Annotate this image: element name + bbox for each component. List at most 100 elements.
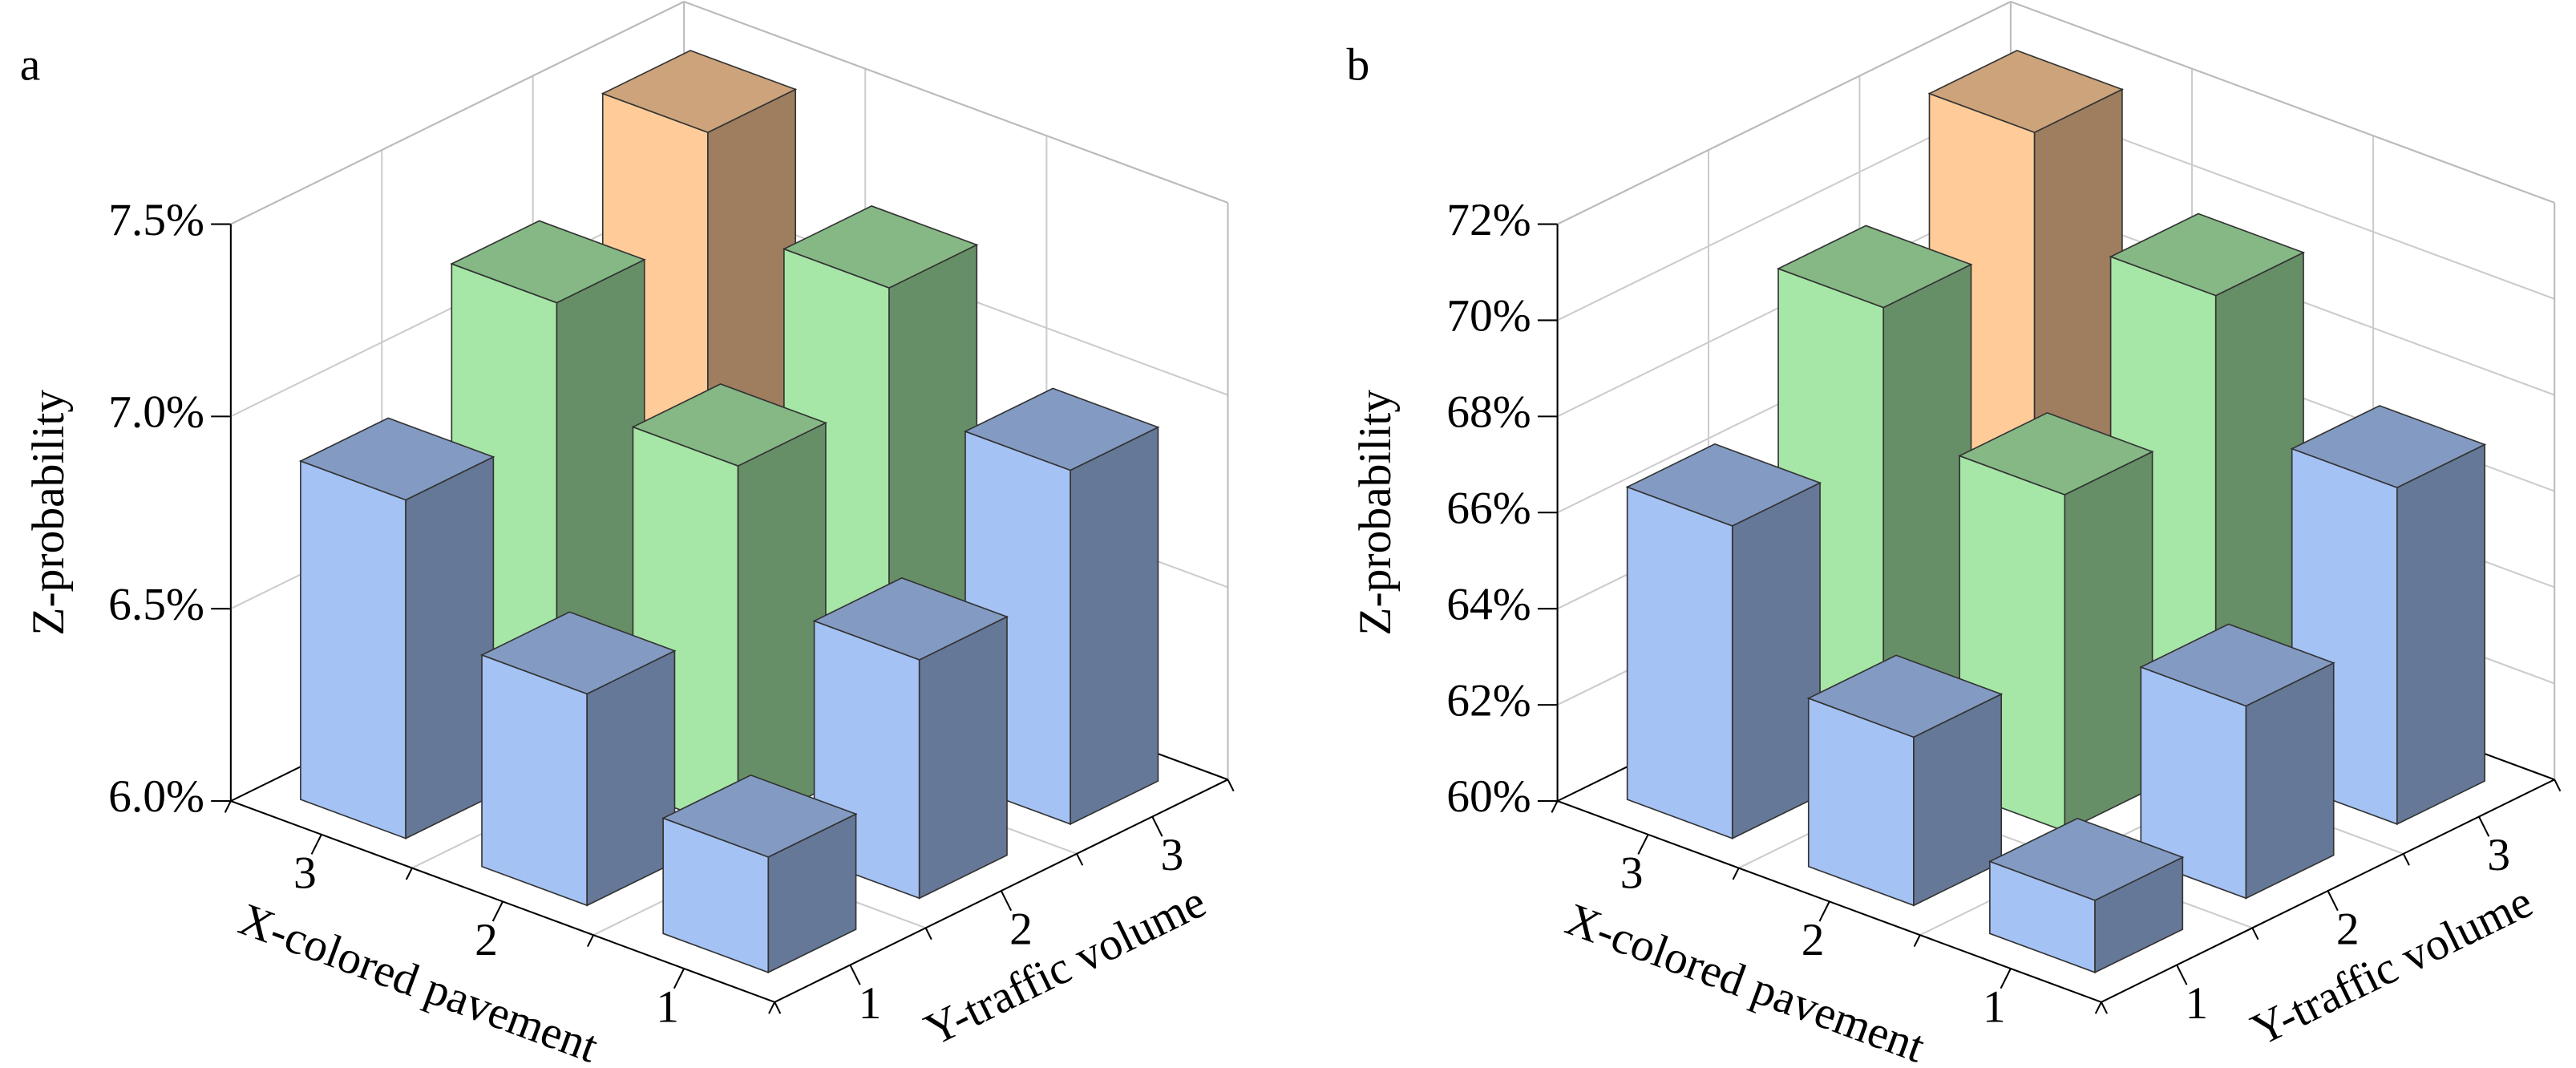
y-tick [1151, 816, 1163, 837]
x-tick-label: 3 [1620, 848, 1644, 898]
z-tick-label: 66% [1446, 483, 1531, 533]
z-tick-label: 7.5% [108, 195, 204, 245]
x-axis-title: X-colored pavement [233, 894, 605, 1068]
z-tick-label: 6.5% [108, 579, 204, 629]
x-tick-label: 3 [293, 848, 317, 898]
bar-side [405, 455, 495, 839]
bar-top [450, 220, 646, 304]
panel-label: a [20, 40, 41, 91]
bar [2139, 623, 2335, 900]
bar-top [631, 383, 827, 467]
bar-top [601, 50, 798, 134]
panel-label: b [1346, 40, 1369, 91]
x-tick [1637, 834, 1649, 855]
frame [1557, 1, 2012, 225]
z-tick-label: 70% [1446, 291, 1531, 342]
y-tick [2176, 965, 2188, 985]
y-tick-label: 1 [2185, 978, 2208, 1029]
y-tick-label: 1 [859, 978, 882, 1029]
y-tick [2554, 779, 2562, 792]
x-tick [1732, 868, 1740, 880]
y-tick [2251, 927, 2259, 941]
z-tick-label: 62% [1446, 675, 1531, 726]
bar-top [1776, 225, 1973, 309]
bar [1806, 654, 2004, 907]
z-axis-title: Z-probability [23, 390, 74, 636]
x-tick [768, 1001, 776, 1014]
bar-side [586, 649, 676, 907]
y-tick-label: 2 [1009, 904, 1033, 955]
x-axis-title: X-colored pavement [1559, 894, 1931, 1068]
bar-side [1731, 481, 1821, 839]
x-tick-label: 1 [656, 982, 679, 1033]
bar [298, 417, 495, 839]
x-tick [1551, 800, 1559, 813]
x-tick [586, 934, 595, 948]
y-axis-title: Y-traffic volume [2243, 876, 2540, 1056]
bar-side [2064, 451, 2153, 833]
y-tick [1000, 890, 1013, 912]
y-tick [2402, 853, 2410, 866]
bar [661, 774, 858, 974]
y-tick [2327, 890, 2339, 912]
frame [2010, 1, 2555, 204]
frame [230, 1, 685, 225]
bar-top [2109, 212, 2306, 297]
bar-front [1626, 486, 1733, 839]
y-tick [2100, 1001, 2109, 1014]
bar-top [479, 611, 677, 695]
bar-front [481, 653, 588, 907]
bar-side [1070, 426, 1159, 826]
x-tick-label: 2 [475, 915, 498, 965]
z-tick-label: 64% [1446, 579, 1531, 629]
z-tick-label: 72% [1446, 195, 1531, 245]
bar-top [2139, 623, 2335, 707]
bar-top [298, 417, 495, 501]
bar-top [1625, 443, 1822, 527]
x-tick [224, 800, 232, 813]
bar [479, 611, 677, 907]
x-tick [405, 868, 413, 880]
x-tick [2000, 968, 2012, 989]
x-tick-label: 1 [1983, 982, 2006, 1033]
bar-side [737, 422, 827, 833]
bar-top [661, 774, 858, 858]
x-tick [310, 834, 322, 855]
bar-top [1927, 50, 2125, 134]
frame [683, 1, 1228, 204]
bar-top [2290, 405, 2487, 489]
x-tick [491, 900, 503, 922]
z-tick-label: 60% [1446, 771, 1531, 822]
bar-top [812, 576, 1009, 661]
x-tick [1818, 900, 1830, 922]
bar-side [2396, 443, 2485, 826]
z-tick-label: 7.0% [108, 387, 204, 438]
y-tick [924, 927, 932, 941]
z-axis-title: Z-probability [1350, 390, 1401, 636]
bar-front [300, 459, 406, 839]
y-tick-label: 3 [2487, 830, 2510, 880]
bar-top [1806, 654, 2004, 738]
z-tick-label: 6.0% [108, 771, 204, 822]
x-tick [1913, 934, 1921, 948]
bar [1988, 817, 2185, 974]
bar-top [782, 205, 979, 289]
y-tick [1227, 779, 1235, 792]
x-tick [673, 968, 685, 989]
bar [812, 576, 1009, 900]
y-tick-label: 3 [1161, 830, 1184, 880]
bar-top [1988, 817, 2185, 901]
y-axis-title: Y-traffic volume [917, 876, 1214, 1056]
y-tick [2478, 816, 2490, 837]
bar [1625, 443, 1822, 839]
y-tick-label: 2 [2336, 904, 2360, 955]
y-tick [774, 1001, 782, 1014]
y-tick [1076, 853, 1084, 866]
bar-top [963, 387, 1160, 471]
bar-top [1958, 412, 2154, 496]
y-tick [849, 965, 861, 985]
x-tick [2094, 1001, 2102, 1014]
